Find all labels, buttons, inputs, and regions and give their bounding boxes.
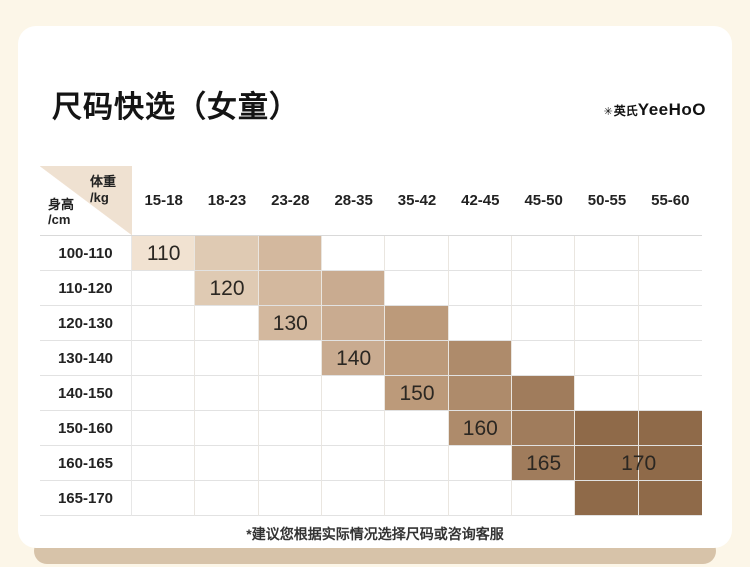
grid-cell [511,236,576,271]
grid-cell [385,446,449,481]
size-label-130: 130 [272,311,308,335]
grid-cell [321,236,386,271]
grid-cell [448,271,512,306]
size-block-110 [132,236,196,271]
grid-cell [385,481,449,516]
size-block-150 [385,306,449,411]
weight-col-header: 18-23 [195,166,259,236]
weight-col-header: 42-45 [448,166,512,236]
grid-cell [258,481,322,516]
height-row-header: 110-120 [40,271,132,306]
brand-logo: ✳ 英氏 YeeHoO [604,100,706,120]
grid-cell [195,341,259,376]
size-chart-card: 尺码快选（女童） ✳ 英氏 YeeHoO 体重 /kg 身高 /cm 15-18… [18,26,732,548]
grid-cell [258,411,322,446]
grid-cell [195,411,259,446]
grid-cell [385,236,449,271]
grid-cell [575,376,639,411]
grid-cell [638,236,702,271]
weight-col-header: 28-35 [321,166,386,236]
size-label-120: 120 [209,276,245,300]
grid-cell [575,271,639,306]
height-axis-text: 身高 [48,196,75,212]
height-row-header: 140-150 [40,376,132,411]
size-grid: 体重 /kg 身高 /cm 15-18 18-23 23-28 28-35 35-42 4… [40,166,702,516]
brand-flower-icon: ✳ [603,106,613,118]
grid-cell [132,306,196,341]
grid-cell [448,306,512,341]
grid-cell [321,411,386,446]
weight-col-header: 55-60 [638,166,702,236]
size-label-150: 150 [399,381,435,405]
height-row-header: 165-170 [40,481,132,516]
grid-cell [575,306,639,341]
grid-cell [638,271,702,306]
brand-chinese-name: 英氏 [613,104,638,118]
height-row-header: 120-130 [40,306,132,341]
grid-cell [321,446,386,481]
grid-cell [448,236,512,271]
grid-cell [638,376,702,411]
height-row-header: 150-160 [40,411,132,446]
height-axis-unit: /cm [48,212,71,228]
weight-col-header: 23-28 [258,166,322,236]
grid-cell [385,271,449,306]
weight-col-header: 45-50 [511,166,576,236]
grid-cell [448,481,512,516]
grid-cell [511,481,576,516]
grid-cell [258,341,322,376]
grid-cell [132,411,196,446]
weight-axis-unit: /kg [89,189,109,205]
grid-cell [195,306,259,341]
size-label-170: 170 [621,451,657,475]
weight-axis-text: 体重 [89,174,116,189]
grid-cell [638,341,702,376]
size-block-160 [448,341,512,446]
grid-cell [132,341,196,376]
grid-cell [575,236,639,271]
size-block-165 [511,376,576,481]
weight-col-header: 35-42 [385,166,449,236]
size-label-165: 165 [526,451,562,475]
grid-cell [385,411,449,446]
grid-cell [511,341,576,376]
grid-cell [258,376,322,411]
height-row-header: 160-165 [40,446,132,481]
size-label-160: 160 [462,416,498,440]
grid-cell [511,306,576,341]
weight-col-header: 15-18 [132,166,196,236]
grid-cell [195,376,259,411]
height-row-header: 100-110 [40,236,132,271]
grid-cell [321,481,386,516]
grid-cell [448,446,512,481]
grid-cell [638,306,702,341]
grid-cell [132,481,196,516]
size-block-120 [195,236,259,306]
grid-cell [258,446,322,481]
brand-english-name: YeeHoO [637,100,706,119]
grid-cell [575,341,639,376]
size-block-140 [321,271,386,376]
grid-cell [132,376,196,411]
page-title: 尺码快选（女童） [52,91,300,124]
size-block-170 [575,411,702,516]
grid-cell [132,446,196,481]
grid-cell [195,481,259,516]
footnote: *建议您根据实际情况选择尺码或咨询客服 [246,526,504,542]
size-label-110: 110 [146,241,181,265]
size-label-140: 140 [336,346,372,370]
grid-cell [511,271,576,306]
weight-axis-label: 体重 /kg [90,174,116,205]
weight-col-header: 50-55 [575,166,639,236]
size-block-130 [258,236,322,341]
corner-cell: 体重 /kg 身高 /cm [40,166,132,236]
height-axis-label: 身高 /cm [48,197,74,228]
height-row-header: 130-140 [40,341,132,376]
grid-cell [321,376,386,411]
grid-cell [132,271,196,306]
grid-cell [195,446,259,481]
